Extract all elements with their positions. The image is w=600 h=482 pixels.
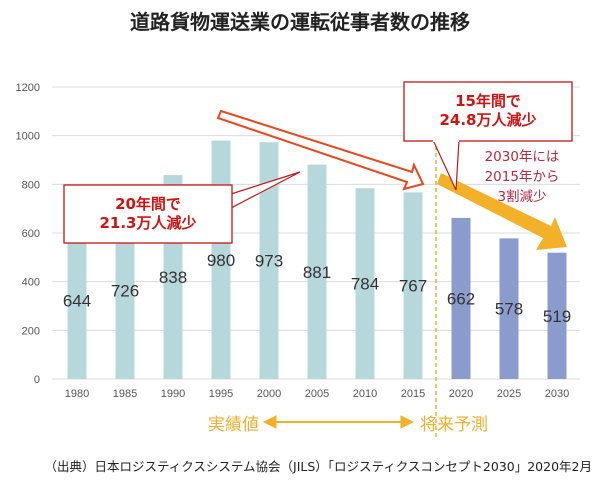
forecast-note: 2030年には 2015年から 3割減少 xyxy=(472,147,572,207)
bar-2025 xyxy=(499,238,519,379)
callout-right-line1: 15年間で xyxy=(455,92,521,110)
data-label-2030: 519 xyxy=(543,307,571,326)
x-tick-label: 2025 xyxy=(497,388,521,400)
y-tick-label: 800 xyxy=(22,179,40,191)
note-line1: 2030年には xyxy=(484,149,560,165)
bar-2005 xyxy=(307,164,327,379)
actual-label: 実績値 xyxy=(208,415,259,435)
y-tick-label: 1200 xyxy=(16,82,40,94)
bar-2000 xyxy=(259,142,279,379)
x-tick-label: 2010 xyxy=(353,388,377,400)
data-label-1985: 726 xyxy=(111,282,139,301)
data-label-2020: 662 xyxy=(447,289,475,308)
y-tick-label: 600 xyxy=(22,228,40,240)
x-tick-label: 2000 xyxy=(257,388,281,400)
forecast-label: 将来予測 xyxy=(420,415,488,435)
y-tick-label: 0 xyxy=(34,374,40,386)
x-tick-label: 2030 xyxy=(545,388,569,400)
callout-left-box xyxy=(63,184,233,244)
x-tick-label: 1985 xyxy=(113,388,137,400)
data-label-2005: 881 xyxy=(303,263,331,282)
x-tick-label: 2015 xyxy=(401,388,425,400)
bar-2015 xyxy=(403,192,423,379)
data-label-2025: 578 xyxy=(495,300,523,319)
callout-left-text: 20年間で 21.3万人減少 xyxy=(64,195,232,233)
data-label-1995: 980 xyxy=(207,251,235,270)
note-line3: 3割減少 xyxy=(497,189,547,205)
x-tick-label: 1995 xyxy=(209,388,233,400)
y-tick-label: 400 xyxy=(22,277,40,289)
bar-2030 xyxy=(547,252,567,379)
callout-right-box xyxy=(403,81,573,142)
bar-1985 xyxy=(115,202,135,379)
period-arrow xyxy=(262,415,415,429)
x-tick-label: 1990 xyxy=(161,388,185,400)
data-label-2010: 784 xyxy=(351,275,379,294)
note-line2: 2015年から xyxy=(484,169,560,185)
y-tick-label: 200 xyxy=(22,325,40,337)
callout-left-line1: 20年間で xyxy=(115,195,181,213)
chart-title: 道路貨物運送業の運転従事者数の推移 xyxy=(130,10,470,34)
x-tick-label: 2005 xyxy=(305,388,329,400)
source-note: （出典）日本ロジスティクスシステム協会（JILS）「ロジスティクスコンセプト20… xyxy=(44,459,592,474)
decline-arrow-hollow xyxy=(216,109,425,191)
data-label-2015: 767 xyxy=(399,277,427,296)
data-label-2000: 973 xyxy=(255,252,283,271)
callout-left-line2: 21.3万人減少 xyxy=(99,214,197,232)
callout-right-text: 15年間で 24.8万人減少 xyxy=(404,92,572,130)
bar-2010 xyxy=(355,188,375,379)
data-label-1990: 838 xyxy=(159,268,187,287)
y-tick-label: 1000 xyxy=(16,131,40,143)
callout-right-line2: 24.8万人減少 xyxy=(439,111,537,129)
bar-2020 xyxy=(451,217,471,379)
bar-1980 xyxy=(67,222,87,379)
forecast-decline-arrow xyxy=(437,173,567,250)
x-tick-label: 1980 xyxy=(65,388,89,400)
x-tick-label: 2020 xyxy=(449,388,473,400)
data-label-1980: 644 xyxy=(63,292,91,311)
